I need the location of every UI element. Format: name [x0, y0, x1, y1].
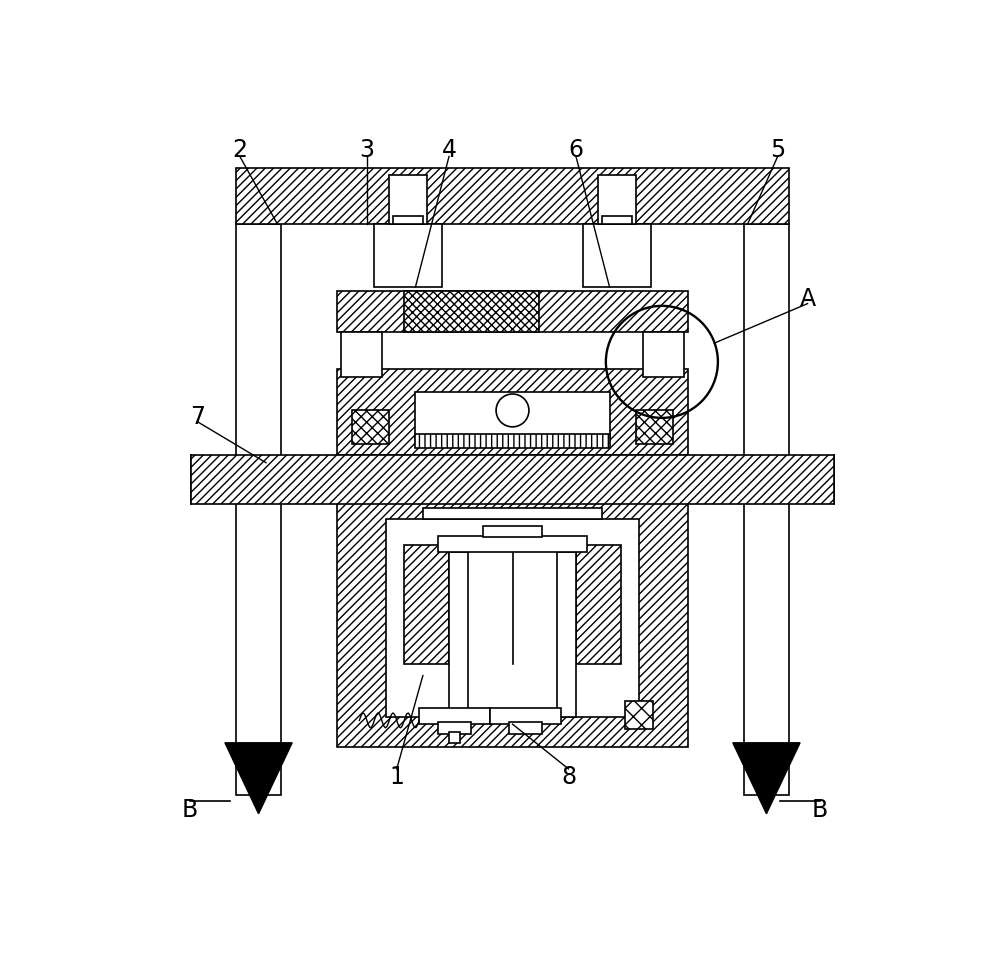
- Bar: [415, 392, 610, 441]
- Bar: [404, 546, 449, 665]
- Bar: [393, 217, 423, 225]
- Text: 6: 6: [568, 138, 583, 162]
- Bar: [643, 332, 684, 378]
- Bar: [625, 702, 653, 730]
- Bar: [415, 435, 610, 449]
- Bar: [483, 527, 542, 538]
- Bar: [636, 411, 673, 445]
- Text: B: B: [182, 797, 198, 821]
- Bar: [389, 176, 427, 225]
- Bar: [386, 519, 639, 717]
- Text: 7: 7: [190, 404, 205, 428]
- Bar: [337, 370, 688, 455]
- Bar: [419, 708, 490, 725]
- Bar: [374, 225, 442, 288]
- Text: 2: 2: [232, 138, 247, 162]
- Text: B: B: [812, 797, 828, 821]
- Bar: [352, 411, 389, 445]
- Text: 5: 5: [770, 138, 785, 162]
- Bar: [576, 546, 621, 665]
- Text: 4: 4: [442, 138, 457, 162]
- Bar: [236, 169, 789, 225]
- Bar: [337, 292, 688, 332]
- Text: 1: 1: [389, 765, 404, 789]
- Bar: [341, 332, 382, 378]
- Bar: [236, 225, 281, 796]
- Bar: [423, 508, 602, 519]
- Bar: [509, 722, 542, 735]
- Bar: [744, 225, 789, 796]
- Bar: [449, 732, 460, 743]
- Bar: [598, 176, 636, 225]
- Bar: [449, 552, 468, 717]
- Bar: [438, 722, 471, 735]
- Bar: [602, 217, 632, 225]
- Bar: [490, 708, 561, 725]
- Circle shape: [496, 394, 529, 427]
- Text: 3: 3: [359, 138, 374, 162]
- Polygon shape: [733, 743, 800, 814]
- Bar: [438, 537, 587, 552]
- Text: 8: 8: [561, 765, 576, 789]
- Text: A: A: [799, 287, 816, 311]
- Bar: [191, 455, 834, 504]
- Bar: [583, 225, 651, 288]
- Bar: [557, 552, 576, 717]
- Bar: [404, 292, 539, 332]
- Polygon shape: [225, 743, 292, 814]
- Bar: [337, 485, 688, 747]
